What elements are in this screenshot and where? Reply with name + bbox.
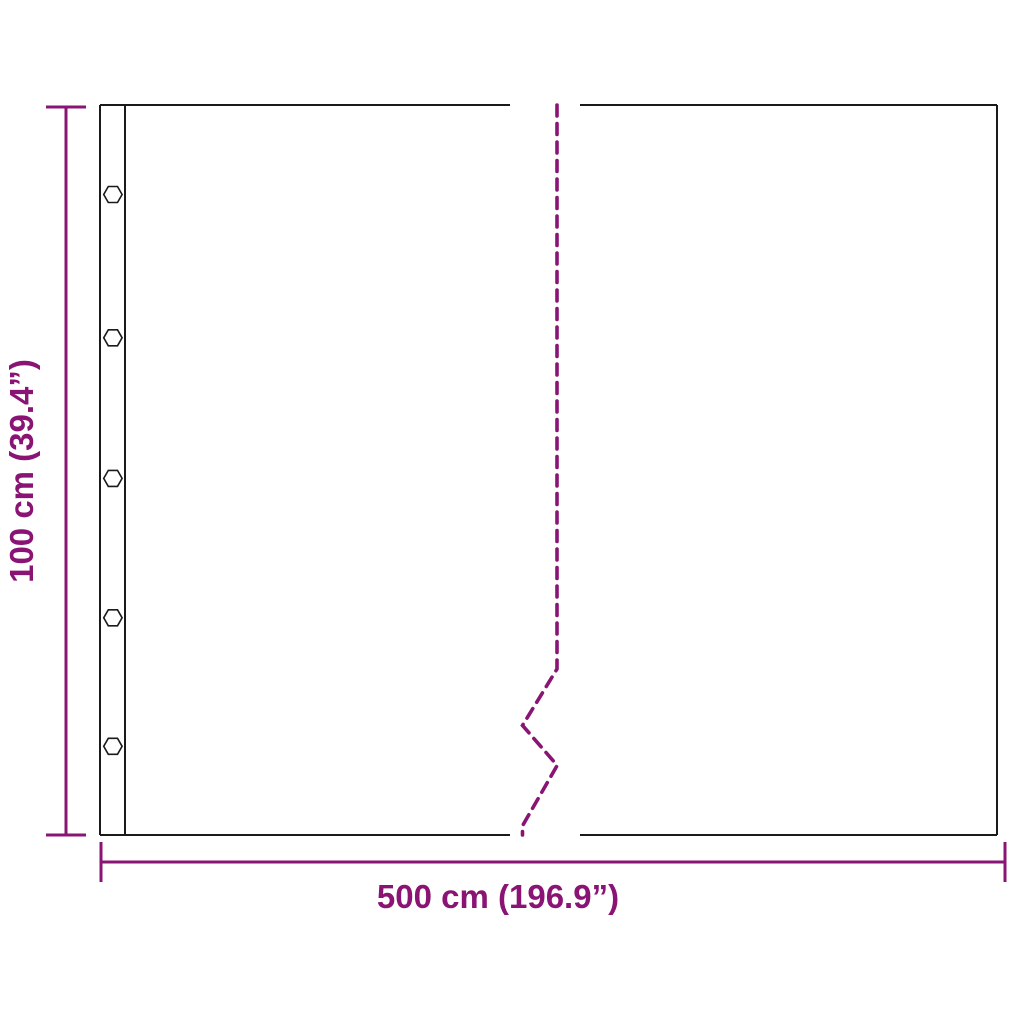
- svg-text:500 cm (196.9”): 500 cm (196.9”): [377, 878, 619, 915]
- svg-text:100 cm (39.4”): 100 cm (39.4”): [3, 359, 40, 583]
